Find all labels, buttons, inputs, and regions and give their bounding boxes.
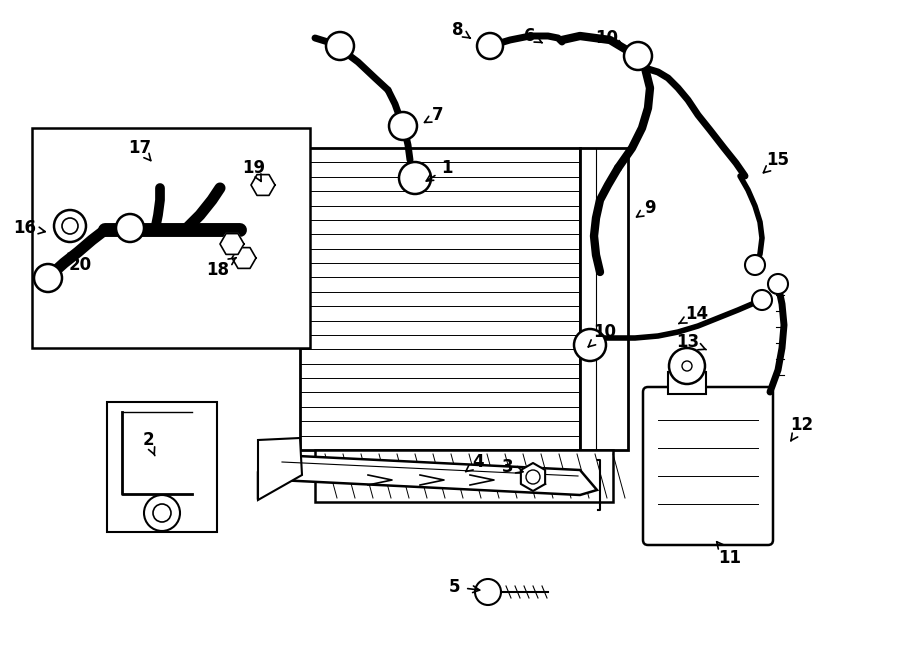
Text: 1: 1 <box>427 159 453 181</box>
Circle shape <box>745 255 765 275</box>
Circle shape <box>477 33 503 59</box>
Text: 14: 14 <box>679 305 708 324</box>
Text: 7: 7 <box>425 106 444 124</box>
Bar <box>300 148 580 450</box>
Bar <box>315 450 613 502</box>
FancyBboxPatch shape <box>643 387 773 545</box>
Circle shape <box>752 290 772 310</box>
Polygon shape <box>251 175 275 196</box>
Polygon shape <box>220 233 244 254</box>
Bar <box>107 402 217 532</box>
Text: 10: 10 <box>596 29 625 48</box>
Circle shape <box>389 112 417 140</box>
Text: 8: 8 <box>452 21 471 39</box>
Circle shape <box>116 214 144 242</box>
Text: 5: 5 <box>449 578 480 596</box>
Text: 16: 16 <box>14 219 45 237</box>
Circle shape <box>62 218 78 234</box>
Text: 11: 11 <box>716 542 742 567</box>
Text: 10: 10 <box>589 323 616 347</box>
Text: 3: 3 <box>502 458 523 476</box>
Circle shape <box>574 329 606 361</box>
Circle shape <box>34 264 62 292</box>
Bar <box>580 148 628 450</box>
Text: 20: 20 <box>68 253 92 274</box>
Circle shape <box>682 361 692 371</box>
Text: 6: 6 <box>524 27 543 45</box>
Circle shape <box>526 470 540 484</box>
Text: 2: 2 <box>142 431 155 455</box>
Circle shape <box>399 162 431 194</box>
Text: 18: 18 <box>206 258 236 279</box>
Circle shape <box>624 42 652 70</box>
Text: 13: 13 <box>677 333 706 351</box>
Circle shape <box>54 210 86 242</box>
Circle shape <box>669 348 705 384</box>
Text: 12: 12 <box>790 416 814 441</box>
Polygon shape <box>258 438 302 500</box>
Polygon shape <box>258 455 597 497</box>
Text: 17: 17 <box>129 139 151 161</box>
Bar <box>668 372 706 394</box>
Circle shape <box>144 495 180 531</box>
Text: 9: 9 <box>636 199 656 217</box>
Circle shape <box>475 579 501 605</box>
Text: 4: 4 <box>465 453 484 472</box>
Bar <box>32 128 310 348</box>
Circle shape <box>326 32 354 60</box>
Text: 15: 15 <box>763 151 789 173</box>
Circle shape <box>153 504 171 522</box>
Polygon shape <box>232 248 256 268</box>
Text: 19: 19 <box>242 159 266 181</box>
Circle shape <box>768 274 788 294</box>
Polygon shape <box>521 463 545 491</box>
